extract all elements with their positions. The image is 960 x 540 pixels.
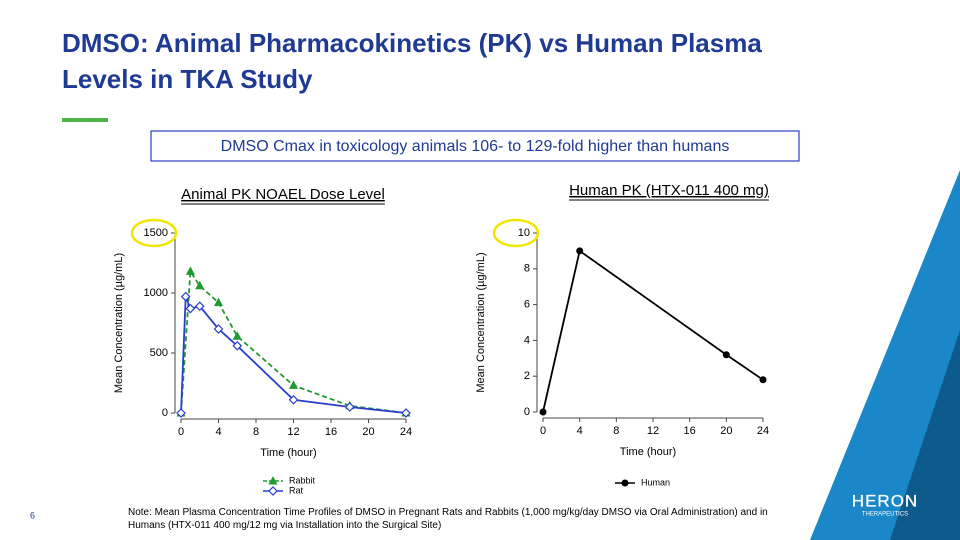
x-tick-label: 20 — [720, 425, 732, 437]
y-tick-label: 1000 — [144, 287, 168, 299]
legend-marker — [268, 486, 278, 496]
marker — [194, 301, 205, 312]
y-tick-label: 4 — [524, 334, 530, 346]
y-axis-title: Mean Concentration (µg/mL) — [113, 253, 125, 393]
y-tick-label: 0 — [524, 406, 530, 418]
x-tick-label: 4 — [215, 426, 221, 438]
logo-name: HERON — [852, 491, 918, 510]
y-tick-label: 0 — [162, 407, 168, 419]
marker — [401, 408, 411, 418]
marker — [213, 324, 224, 334]
marker — [232, 340, 243, 351]
y-tick-label: 10 — [518, 227, 530, 239]
marker — [185, 303, 196, 314]
legend-label: Rabbit — [289, 475, 316, 485]
marker — [722, 351, 730, 359]
marker — [288, 394, 299, 405]
x-tick-label: 24 — [400, 426, 412, 438]
highlight-circle — [492, 218, 540, 248]
legend-marker — [621, 479, 629, 487]
decor — [890, 330, 960, 540]
y-tick-label: 2 — [524, 370, 530, 382]
page-number: 6 — [30, 510, 35, 520]
y-tick-label: 1500 — [144, 227, 168, 239]
x-tick-label: 24 — [757, 425, 769, 437]
marker — [344, 402, 355, 412]
marker — [214, 297, 223, 307]
chart-title: Animal PK NOAEL Dose Level — [181, 186, 385, 203]
x-tick-label: 8 — [613, 425, 619, 437]
note-box: Note: Mean Plasma Concentration Time Pro… — [128, 507, 768, 531]
note: Note: Mean Plasma Concentration Time Pro… — [128, 507, 768, 531]
legend-label: Rat — [289, 485, 304, 495]
legend-label: Human — [641, 477, 670, 487]
callout: DMSO Cmax in toxicology animals 106- to … — [221, 138, 730, 155]
chart-title: Human PK (HTX-011 400 mg) — [569, 182, 769, 199]
x-tick-label: 8 — [253, 426, 259, 438]
x-tick-label: 12 — [647, 425, 659, 437]
marker — [576, 247, 584, 255]
x-tick-label: 0 — [540, 425, 546, 437]
highlight-circle — [130, 218, 178, 248]
marker — [176, 408, 186, 418]
x-axis-title: Time (hour) — [260, 447, 316, 459]
slide-title: DMSO: Animal Pharmacokinetics (PK) vs Hu… — [62, 28, 762, 94]
accent-bar — [62, 118, 108, 122]
series-line — [542, 249, 764, 413]
x-tick-label: 16 — [684, 425, 696, 437]
marker — [185, 266, 195, 275]
marker — [232, 331, 242, 340]
logo-tagline: THERAPEUTICS — [862, 512, 908, 518]
y-tick-label: 8 — [524, 263, 530, 275]
x-tick-label: 20 — [362, 426, 374, 438]
marker — [539, 408, 547, 416]
marker — [759, 376, 767, 384]
marker — [289, 380, 298, 389]
y-axis-title: Mean Concentration (µg/mL) — [475, 252, 487, 392]
marker — [195, 280, 205, 290]
x-tick-label: 0 — [178, 426, 184, 438]
x-tick-label: 16 — [325, 426, 337, 438]
x-tick-label: 4 — [577, 425, 583, 437]
x-tick-label: 12 — [287, 426, 299, 438]
callout-box — [150, 130, 800, 162]
series-line — [180, 268, 407, 414]
legend-marker — [268, 476, 278, 485]
x-axis-title: Time (hour) — [620, 446, 676, 458]
y-tick-label: 6 — [524, 299, 530, 311]
marker — [180, 291, 191, 302]
y-tick-label: 500 — [150, 347, 168, 359]
